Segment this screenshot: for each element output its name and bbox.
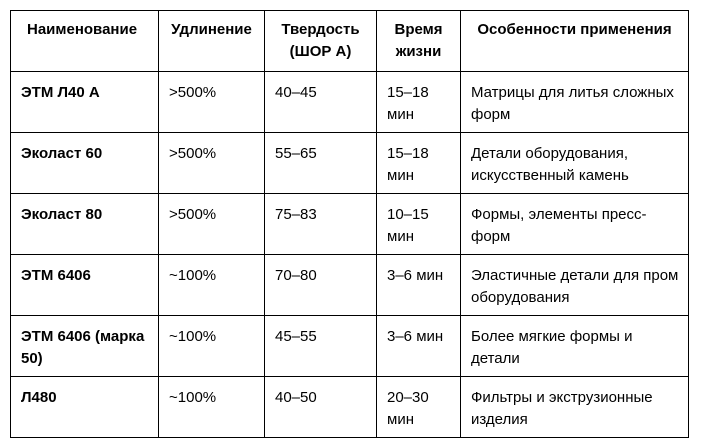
cell-pot-life: 3–6 мин — [376, 254, 461, 316]
materials-table: Наименование Удлинение Твердость (ШОР А)… — [10, 10, 689, 438]
cell-name: ЭТМ 6406 (марка 50) — [10, 315, 159, 377]
cell-elongation: >500% — [158, 71, 265, 133]
cell-usage: Детали оборудования, искусственный камен… — [460, 132, 689, 194]
cell-name: ЭТМ 6406 — [10, 254, 159, 316]
header-hardness: Твердость (ШОР А) — [264, 10, 377, 72]
cell-elongation: ~100% — [158, 315, 265, 377]
cell-usage: Более мягкие формы и детали — [460, 315, 689, 377]
cell-name: Л480 — [10, 376, 159, 438]
table-row: ЭТМ Л40 А >500% 40–45 15–18 мин Матрицы … — [10, 71, 689, 133]
header-usage: Особенности применения — [460, 10, 689, 72]
cell-pot-life: 10–15 мин — [376, 193, 461, 255]
table-row: Эколаст 60 >500% 55–65 15–18 мин Детали … — [10, 132, 689, 194]
table-row: Эколаст 80 >500% 75–83 10–15 мин Формы, … — [10, 193, 689, 255]
cell-hardness: 40–50 — [264, 376, 377, 438]
cell-elongation: >500% — [158, 193, 265, 255]
header-pot-life: Время жизни — [376, 10, 461, 72]
header-elongation: Удлинение — [158, 10, 265, 72]
cell-elongation: ~100% — [158, 254, 265, 316]
cell-usage: Формы, элементы пресс-форм — [460, 193, 689, 255]
table-row: Л480 ~100% 40–50 20–30 мин Фильтры и экс… — [10, 376, 689, 438]
cell-usage: Эластичные детали для пром оборудования — [460, 254, 689, 316]
cell-hardness: 45–55 — [264, 315, 377, 377]
cell-pot-life: 15–18 мин — [376, 71, 461, 133]
cell-pot-life: 15–18 мин — [376, 132, 461, 194]
cell-usage: Фильтры и экструзионные изделия — [460, 376, 689, 438]
cell-elongation: >500% — [158, 132, 265, 194]
table-row: ЭТМ 6406 ~100% 70–80 3–6 мин Эластичные … — [10, 254, 689, 316]
cell-name: Эколаст 80 — [10, 193, 159, 255]
cell-hardness: 70–80 — [264, 254, 377, 316]
table-header-row: Наименование Удлинение Твердость (ШОР А)… — [10, 10, 689, 72]
cell-hardness: 40–45 — [264, 71, 377, 133]
cell-usage: Матрицы для литья сложных форм — [460, 71, 689, 133]
cell-hardness: 55–65 — [264, 132, 377, 194]
cell-elongation: ~100% — [158, 376, 265, 438]
cell-name: ЭТМ Л40 А — [10, 71, 159, 133]
cell-name: Эколаст 60 — [10, 132, 159, 194]
header-name: Наименование — [10, 10, 159, 72]
table-row: ЭТМ 6406 (марка 50) ~100% 45–55 3–6 мин … — [10, 315, 689, 377]
cell-hardness: 75–83 — [264, 193, 377, 255]
cell-pot-life: 3–6 мин — [376, 315, 461, 377]
cell-pot-life: 20–30 мин — [376, 376, 461, 438]
